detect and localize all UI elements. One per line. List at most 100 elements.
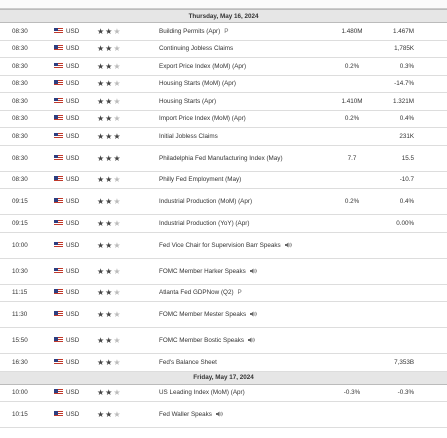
event-name: Housing Starts (Apr) (147, 92, 320, 111)
event-time: 15:50 (0, 327, 44, 354)
event-name: US Leading Index (MoM) (Apr) (147, 384, 320, 402)
forecast: 1.410M (320, 92, 384, 111)
importance: ★★★ (92, 401, 147, 428)
importance-star: ★ (105, 197, 114, 206)
country-flag-icon (54, 62, 63, 69)
importance-star: ★ (105, 26, 114, 36)
forecast (320, 258, 384, 285)
event-name: Fed Waller Speaks (147, 401, 320, 428)
event-row: 11:30 USD ★★★ FOMC Member Mester Speaks (0, 301, 447, 328)
importance: ★★★ (92, 171, 147, 189)
currency-code: USD (66, 389, 80, 397)
event-name: Building Permits (Apr) P (147, 22, 320, 41)
country-flag-icon (54, 80, 63, 87)
event-row: 10:00 USD ★★★ Fed Vice Chair for Supervisio… (0, 232, 447, 259)
day-header: Thursday, May 16, 2024 (0, 9, 447, 23)
event-name: Industrial Production (YoY) (Apr) (147, 214, 320, 233)
importance-star: ★ (97, 131, 106, 141)
importance-star: ★ (105, 79, 114, 89)
event-title: FOMC Member Harker Speaks (159, 267, 246, 275)
event-time: 10:00 (0, 232, 44, 259)
event-row: 08:30 USD ★★★ Housing Starts (Apr) 1.410M 1.3… (0, 92, 447, 111)
currency: USD (44, 353, 92, 372)
currency: USD (44, 22, 92, 41)
currency-code: USD (66, 115, 80, 123)
event-title: FOMC Member Mester Speaks (159, 311, 247, 318)
event-name: Philadelphia Fed Manufacturing Index (Ma… (147, 145, 320, 172)
importance-star: ★ (97, 357, 106, 367)
currency-code: USD (66, 337, 80, 344)
importance-star: ★ (113, 96, 122, 106)
importance-star: ★ (113, 336, 122, 345)
currency: USD (44, 232, 92, 259)
event-time: 10:00 (0, 384, 44, 402)
previous: 0.4% (384, 110, 447, 128)
event-title: Fed's Balance Sheet (159, 358, 217, 366)
currency-code: USD (66, 132, 80, 140)
previous (384, 258, 447, 285)
forecast: 7.7 (320, 145, 384, 172)
currency-code: USD (66, 267, 80, 275)
previous: -14.7% (384, 75, 447, 93)
importance-star: ★ (97, 26, 106, 36)
event-name: Import Price Index (MoM) (Apr) (147, 110, 320, 128)
event-title: Export Price Index (MoM) (Apr) (159, 62, 247, 70)
currency: USD (44, 171, 92, 189)
event-name: Initial Jobless Claims (147, 127, 320, 146)
currency-code: USD (66, 45, 80, 53)
event-time: 08:30 (0, 40, 44, 58)
importance-star: ★ (97, 240, 106, 250)
currency-code: USD (66, 198, 80, 205)
importance: ★★★ (92, 301, 147, 328)
importance-star: ★ (113, 114, 122, 124)
importance-star: ★ (97, 410, 106, 419)
importance-star: ★ (105, 288, 114, 298)
previous: 231K (384, 127, 447, 146)
country-flag-icon (54, 241, 63, 248)
country-flag-icon (54, 311, 63, 317)
event-title: US Leading Index (MoM) (Apr) (159, 389, 245, 397)
importance: ★★★ (92, 57, 147, 76)
event-row: 10:30 USD ★★★ FOMC Member Harker Speaks (0, 258, 447, 285)
forecast: 0.2% (320, 57, 384, 76)
forecast (320, 232, 384, 259)
speech-icon (249, 268, 257, 273)
currency: USD (44, 92, 92, 111)
currency: USD (44, 284, 92, 302)
importance: ★★★ (92, 384, 147, 402)
importance: ★★★ (92, 353, 147, 372)
event-time: 08:30 (0, 145, 44, 172)
importance-star: ★ (97, 310, 106, 319)
currency: USD (44, 188, 92, 215)
importance-star: ★ (105, 153, 114, 163)
currency: USD (44, 401, 92, 428)
previous (384, 284, 447, 302)
importance-star: ★ (113, 388, 122, 398)
importance-star: ★ (105, 266, 114, 276)
forecast (320, 214, 384, 233)
importance-star: ★ (105, 175, 114, 185)
forecast: 0.2% (320, 110, 384, 128)
previous (384, 401, 447, 428)
importance: ★★★ (92, 92, 147, 111)
event-row: 08:30 USD ★★★ Import Price Index (MoM) (Apr… (0, 110, 447, 128)
event-name: Industrial Production (MoM) (Apr) (147, 188, 320, 215)
previous: 1,785K (384, 40, 447, 58)
economic-calendar: Thursday, May 16, 2024 08:30 USD ★★★ Buildin… (0, 9, 447, 428)
importance-star: ★ (97, 44, 106, 54)
event-row: 08:30 USD ★★★ Philadelphia Fed Manufacturin… (0, 145, 447, 172)
event-row: 11:15 USD ★★★ Atlanta Fed GDPNow (Q2) P (0, 284, 447, 302)
country-flag-icon (54, 45, 63, 52)
event-title: Building Permits (Apr) (159, 27, 221, 35)
currency: USD (44, 327, 92, 354)
currency: USD (44, 384, 92, 402)
country-flag-icon (54, 411, 63, 417)
previous: 0.3% (384, 57, 447, 76)
importance-star: ★ (105, 410, 114, 419)
event-time: 10:30 (0, 258, 44, 285)
country-flag-icon (54, 132, 63, 139)
preliminary-flag: P (224, 27, 229, 35)
event-time: 09:15 (0, 188, 44, 215)
importance-star: ★ (105, 218, 114, 228)
currency-code: USD (66, 289, 80, 297)
